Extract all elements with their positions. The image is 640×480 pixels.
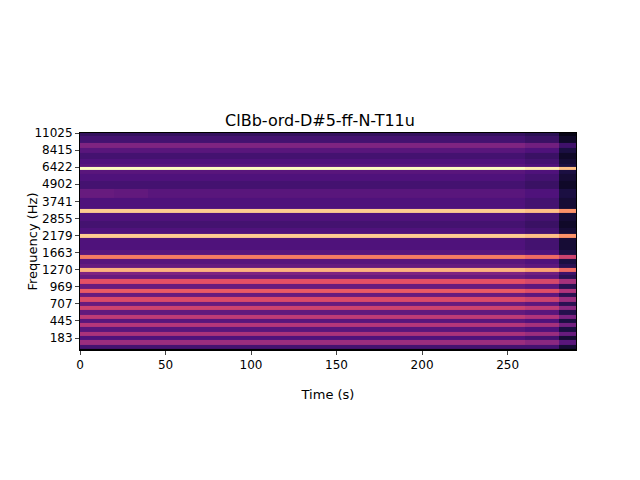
svg-text:6422: 6422 xyxy=(42,160,73,174)
svg-text:0: 0 xyxy=(76,358,84,372)
svg-text:150: 150 xyxy=(325,358,348,372)
svg-text:2179: 2179 xyxy=(42,229,73,243)
svg-text:1663: 1663 xyxy=(42,246,73,260)
svg-text:707: 707 xyxy=(50,297,73,311)
svg-text:11025: 11025 xyxy=(34,126,72,140)
svg-text:8415: 8415 xyxy=(42,143,73,157)
svg-text:ClBb-ord-D#5-ff-N-T11u: ClBb-ord-D#5-ff-N-T11u xyxy=(225,111,415,130)
svg-text:250: 250 xyxy=(496,358,519,372)
svg-text:Time (s): Time (s) xyxy=(301,387,355,402)
svg-text:2855: 2855 xyxy=(42,212,73,226)
svg-text:1270: 1270 xyxy=(42,263,73,277)
svg-text:445: 445 xyxy=(50,314,73,328)
svg-text:183: 183 xyxy=(50,331,73,345)
svg-text:3741: 3741 xyxy=(42,195,73,209)
svg-text:4902: 4902 xyxy=(42,177,73,191)
svg-text:50: 50 xyxy=(158,358,173,372)
svg-text:Frequency (Hz): Frequency (Hz) xyxy=(25,192,40,290)
svg-text:100: 100 xyxy=(240,358,263,372)
svg-text:200: 200 xyxy=(411,358,434,372)
svg-text:969: 969 xyxy=(50,280,73,294)
